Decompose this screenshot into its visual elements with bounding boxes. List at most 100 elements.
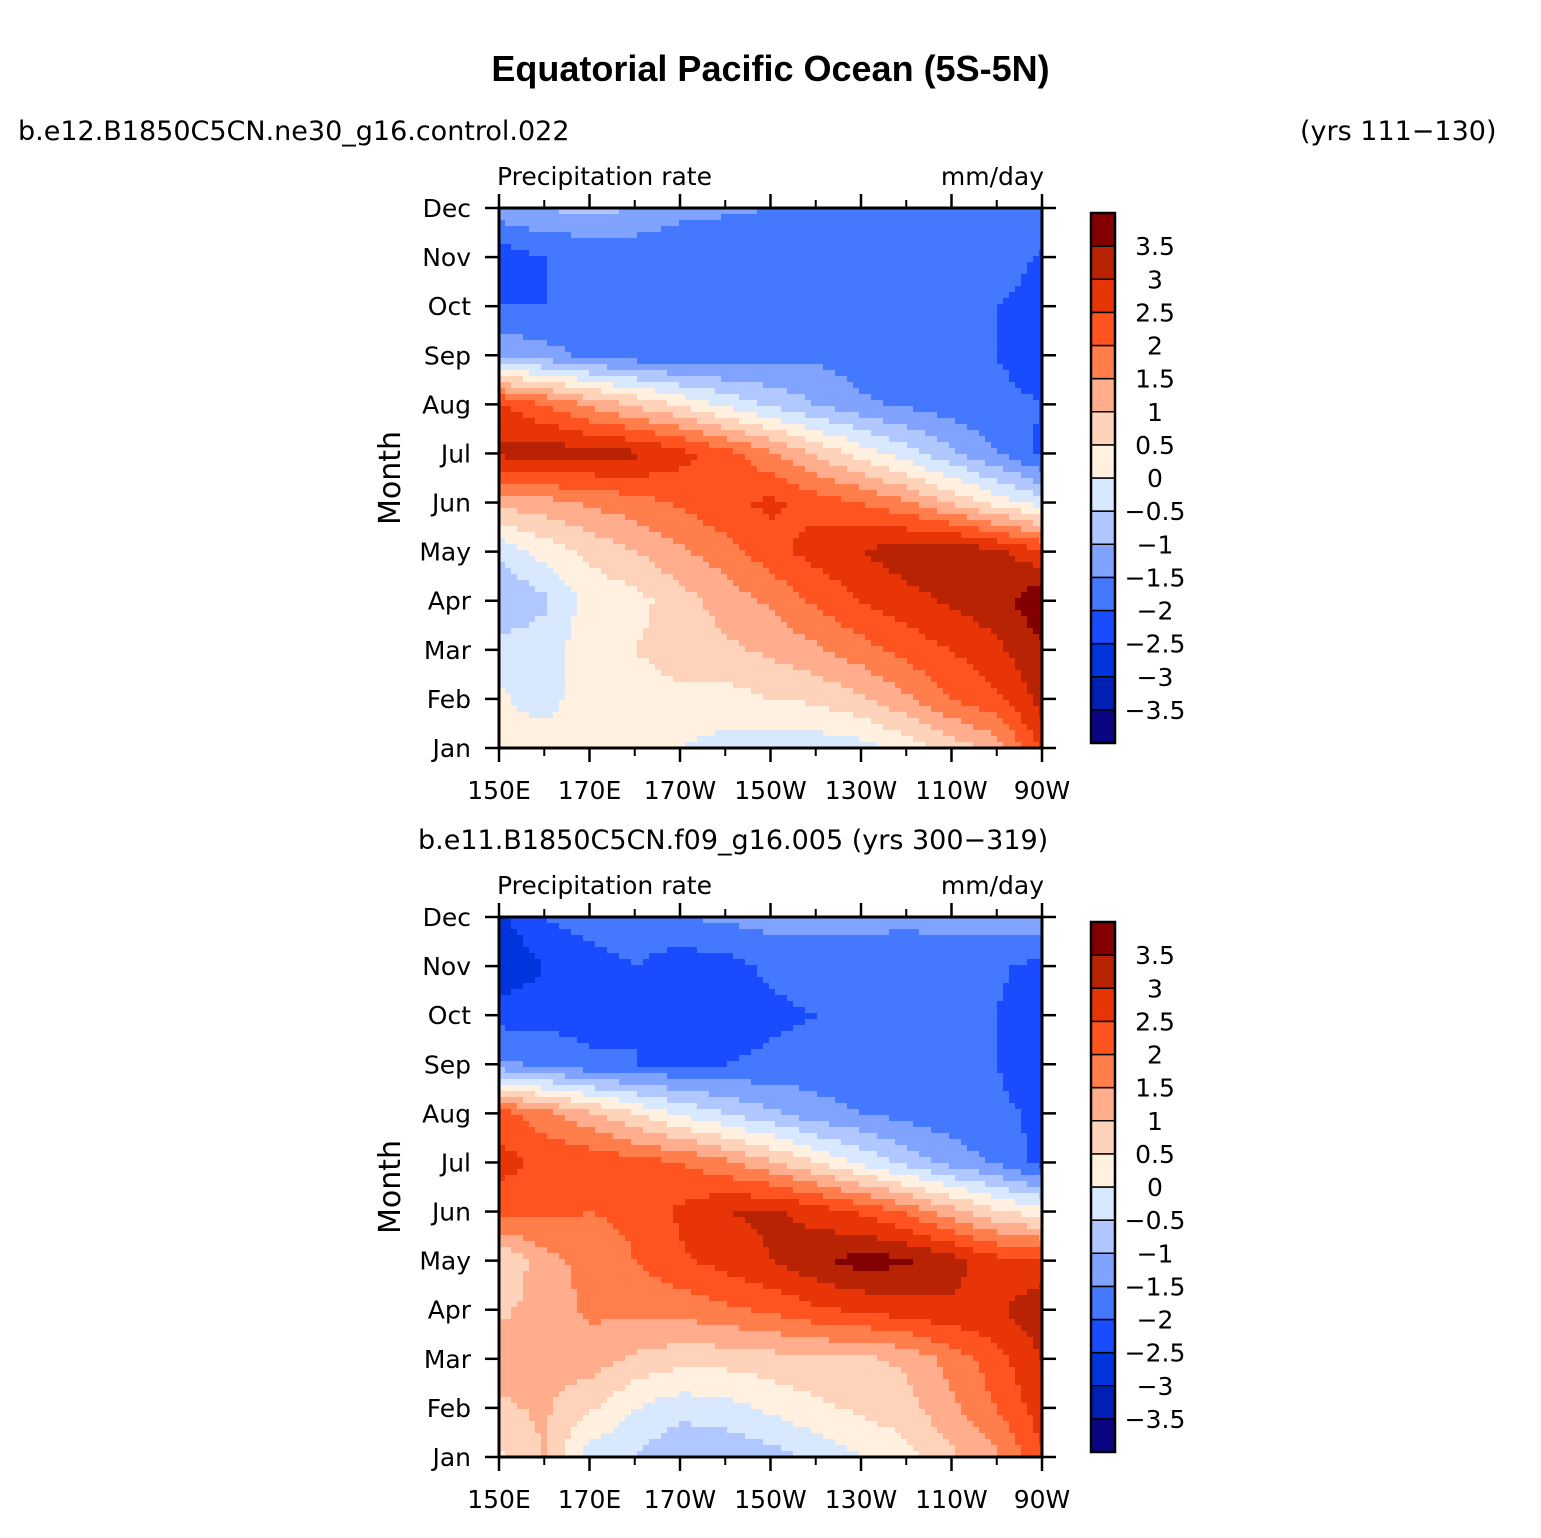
contour-cell: [589, 448, 596, 455]
contour-cell: [961, 466, 968, 473]
contour-cell: [967, 322, 974, 329]
contour-cell: [883, 370, 890, 377]
contour-cell: [943, 460, 950, 467]
contour-cell: [979, 334, 986, 341]
contour-cell: [745, 316, 752, 323]
contour-cell: [937, 310, 944, 317]
contour-cell: [763, 298, 770, 305]
contour-cell: [853, 490, 860, 497]
contour-cell: [535, 388, 542, 395]
contour-cell: [1015, 310, 1022, 317]
contour-cell: [907, 496, 914, 503]
contour-cell: [811, 388, 818, 395]
contour-cell: [673, 394, 680, 401]
contour-cell: [547, 280, 554, 287]
contour-cell: [979, 430, 986, 437]
contour-cell: [721, 514, 728, 521]
contour-cell: [763, 256, 770, 263]
contour-cell: [595, 262, 602, 269]
contour-cell: [547, 364, 554, 371]
contour-cell: [547, 256, 554, 263]
contour-cell: [805, 460, 812, 467]
contour-cell: [1003, 208, 1010, 215]
contour-cell: [985, 286, 992, 293]
contour-cell: [619, 526, 626, 533]
contour-cell: [613, 514, 620, 521]
contour-cell: [793, 430, 800, 437]
contour-cell: [535, 280, 542, 287]
contour-cell: [631, 244, 638, 251]
contour-cell: [817, 388, 824, 395]
contour-cell: [589, 232, 596, 239]
contour-cell: [823, 250, 830, 257]
contour-cell: [913, 526, 920, 533]
contour-cell: [973, 370, 980, 377]
contour-cell: [949, 430, 956, 437]
contour-cell: [757, 376, 764, 383]
contour-cell: [925, 382, 932, 389]
contour-cell: [637, 340, 644, 347]
contour-cell: [811, 304, 818, 311]
contour-cell: [895, 226, 902, 233]
contour-cell: [991, 262, 998, 269]
contour-cell: [979, 484, 986, 491]
contour-cell: [895, 526, 902, 533]
contour-cell: [601, 208, 608, 215]
chart-panel-top: 150E 170E 170W 150W 130W 110W 90WJanFebMarAprM…: [373, 162, 1185, 805]
contour-cell: [997, 292, 1004, 299]
contour-cell: [817, 484, 824, 491]
contour-cell: [565, 448, 572, 455]
contour-cell: [811, 484, 818, 491]
contour-cell: [565, 370, 572, 377]
contour-cell: [997, 304, 1004, 311]
contour-cell: [973, 526, 980, 533]
contour-cell: [781, 484, 788, 491]
contour-cell: [835, 484, 842, 491]
contour-cell: [847, 250, 854, 257]
contour-cell: [1015, 388, 1022, 395]
contour-cell: [499, 340, 506, 347]
contour-cell: [847, 316, 854, 323]
contour-cell: [775, 316, 782, 323]
contour-cell: [673, 280, 680, 287]
contour-cell: [721, 484, 728, 491]
contour-cell: [997, 322, 1004, 329]
contour-cell: [865, 508, 872, 515]
contour-cell: [847, 226, 854, 233]
contour-cell: [1009, 496, 1016, 503]
contour-cell: [901, 472, 908, 479]
contour-cell: [787, 304, 794, 311]
contour-cell: [655, 298, 662, 305]
contour-cell: [571, 310, 578, 317]
contour-cell: [721, 400, 728, 407]
contour-cell: [541, 484, 548, 491]
contour-cell: [661, 340, 668, 347]
contour-cell: [691, 472, 698, 479]
contour-cell: [961, 442, 968, 449]
contour-cell: [535, 466, 542, 473]
contour-cell: [907, 436, 914, 443]
contour-cell: [1003, 304, 1010, 311]
contour-cell: [991, 526, 998, 533]
contour-cell: [523, 238, 530, 245]
contour-cell: [721, 508, 728, 515]
contour-cell: [601, 460, 608, 467]
contour-cell: [925, 280, 932, 287]
contour-cell: [733, 394, 740, 401]
contour-cell: [973, 424, 980, 431]
contour-cell: [931, 340, 938, 347]
contour-cell: [697, 382, 704, 389]
contour-cell: [607, 520, 614, 527]
contour-cell: [745, 490, 752, 497]
contour-cell: [817, 406, 824, 413]
contour-cell: [1003, 466, 1010, 473]
contour-cell: [889, 232, 896, 239]
contour-cell: [943, 442, 950, 449]
contour-cell: [859, 214, 866, 221]
contour-cell: [697, 472, 704, 479]
contour-cell: [835, 340, 842, 347]
contour-cell: [1003, 424, 1010, 431]
contour-cell: [955, 532, 962, 539]
contour-cell: [601, 322, 608, 329]
contour-cell: [667, 412, 674, 419]
